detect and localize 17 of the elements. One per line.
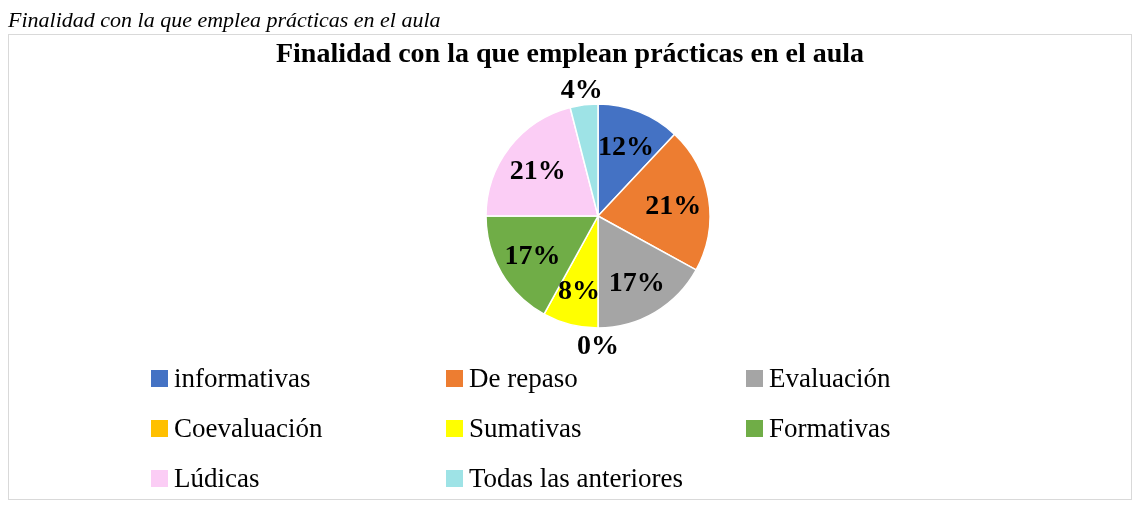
legend-label: Formativas <box>769 412 891 445</box>
data-label: 17% <box>504 239 561 271</box>
legend-label: Evaluación <box>769 362 891 395</box>
legend-label: Todas las anteriores <box>469 462 684 495</box>
chart-title: Finalidad con la que emplean prácticas en el aula <box>275 37 865 69</box>
legend-label: De repaso <box>469 362 578 395</box>
legend-label: Lúdicas <box>174 462 260 495</box>
data-label: 12% <box>598 129 655 161</box>
text: 0% <box>577 329 619 361</box>
legend-label: informativas <box>174 362 311 395</box>
data-label: 21% <box>509 153 566 185</box>
legend-label: Sumativas <box>469 412 582 445</box>
data-label: 4% <box>560 72 603 104</box>
text: Finalidad con la que emplea prácticas en el aula <box>8 7 442 32</box>
data-label: 21% <box>645 188 702 220</box>
data-label: 17% <box>608 266 665 298</box>
legend-label: Coevaluación <box>174 412 323 445</box>
